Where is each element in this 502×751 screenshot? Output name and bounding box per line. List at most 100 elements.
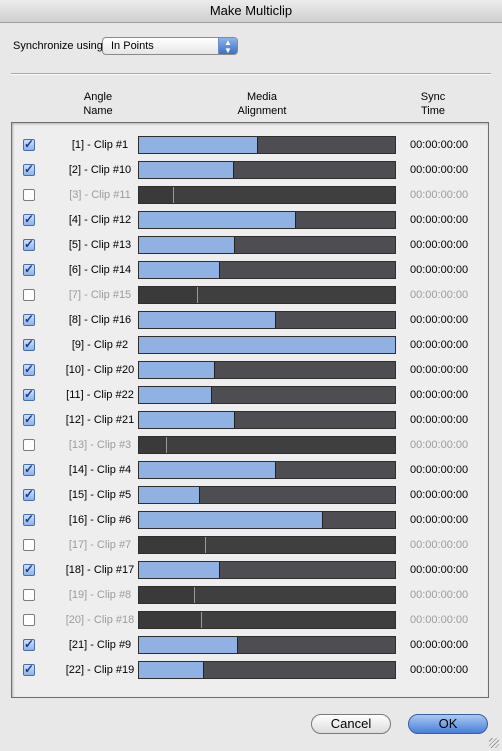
media-alignment-fill [139,637,238,653]
clip-checkbox[interactable]: ✓ [23,363,35,376]
clip-row[interactable]: [20] - Clip #18 00:00:00:00 [12,608,488,633]
clip-row[interactable]: ✓ [21] - Clip #9 00:00:00:00 [12,633,488,658]
clip-row[interactable]: ✓ [2] - Clip #10 00:00:00:00 [12,158,488,183]
clip-checkbox[interactable] [23,539,35,551]
media-alignment-fill [139,462,276,478]
sync-time: 00:00:00:00 [410,539,469,551]
clip-checkbox[interactable] [23,614,35,626]
clip-name: [22] - Clip #19 [65,664,135,676]
clip-checkbox[interactable]: ✓ [23,337,35,351]
clip-row[interactable]: [13] - Clip #3 00:00:00:00 [12,433,488,458]
clip-row[interactable]: [3] - Clip #11 00:00:00:00 [12,183,488,208]
media-alignment-bar[interactable] [138,611,396,629]
media-alignment-bar[interactable] [138,186,396,204]
cancel-button[interactable]: Cancel [311,714,391,734]
synchronize-popup[interactable]: In Points ▲ ▼ [102,37,238,55]
checkmark-icon: ✓ [24,387,35,401]
clip-checkbox[interactable]: ✓ [23,238,35,251]
clip-checkbox[interactable] [23,289,35,301]
clip-checkbox[interactable]: ✓ [23,387,35,401]
media-alignment-bar[interactable] [138,261,396,279]
media-alignment-bar[interactable] [138,536,396,554]
media-alignment-bar[interactable] [138,411,396,429]
clip-checkbox[interactable]: ✓ [23,413,35,426]
clip-checkbox[interactable]: ✓ [23,213,35,226]
clip-row[interactable]: [17] - Clip #7 00:00:00:00 [12,533,488,558]
clip-row[interactable]: ✓ [1] - Clip #1 00:00:00:00 [12,133,488,158]
media-alignment-bar[interactable] [138,486,396,504]
media-alignment-bar[interactable] [138,461,396,479]
checkmark-icon: ✓ [24,562,35,576]
clip-checkbox[interactable]: ✓ [23,488,35,501]
media-alignment-fill [139,562,220,578]
clip-row[interactable]: ✓ [11] - Clip #22 00:00:00:00 [12,383,488,408]
clip-checkbox[interactable]: ✓ [23,663,35,676]
clip-row[interactable]: ✓ [9] - Clip #2 00:00:00:00 [12,333,488,358]
clip-checkbox[interactable]: ✓ [23,637,35,651]
media-alignment-bar[interactable] [138,436,396,454]
clip-checkbox[interactable]: ✓ [23,513,35,526]
clip-row[interactable]: [7] - Clip #15 00:00:00:00 [12,283,488,308]
media-alignment-fill [139,287,198,303]
clip-row[interactable]: ✓ [8] - Clip #16 00:00:00:00 [12,308,488,333]
clip-checkbox[interactable]: ✓ [23,313,35,326]
clip-name: [20] - Clip #18 [65,614,135,626]
clip-row[interactable]: ✓ [4] - Clip #12 00:00:00:00 [12,208,488,233]
clip-row[interactable]: ✓ [6] - Clip #14 00:00:00:00 [12,258,488,283]
clip-checkbox[interactable] [23,439,35,451]
media-alignment-bar[interactable] [138,636,396,654]
clip-checkbox[interactable]: ✓ [23,138,35,151]
column-header-media-alignment: Media Alignment [226,90,298,118]
media-alignment-bar[interactable] [138,336,396,354]
clip-row[interactable]: ✓ [12] - Clip #21 00:00:00:00 [12,408,488,433]
clip-row[interactable]: ✓ [16] - Clip #6 00:00:00:00 [12,508,488,533]
media-alignment-bar[interactable] [138,136,396,154]
sync-time: 00:00:00:00 [410,339,469,351]
sync-time: 00:00:00:00 [410,264,469,276]
media-alignment-bar[interactable] [138,211,396,229]
ok-button[interactable]: OK [408,714,488,734]
media-alignment-bar[interactable] [138,236,396,254]
clip-row[interactable]: ✓ [18] - Clip #17 00:00:00:00 [12,558,488,583]
sync-time: 00:00:00:00 [410,564,469,576]
media-alignment-bar[interactable] [138,511,396,529]
clip-name: [1] - Clip #1 [71,139,129,151]
clip-name: [14] - Clip #4 [68,464,132,476]
clip-row[interactable]: ✓ [15] - Clip #5 00:00:00:00 [12,483,488,508]
media-alignment-bar[interactable] [138,286,396,304]
checkmark-icon: ✓ [24,262,35,276]
media-alignment-bar[interactable] [138,586,396,604]
media-alignment-bar[interactable] [138,311,396,329]
clip-name: [7] - Clip #15 [68,289,132,301]
checkmark-icon: ✓ [24,337,35,351]
media-alignment-fill [139,162,234,178]
synchronize-value: In Points [111,40,154,52]
clip-row[interactable]: ✓ [10] - Clip #20 00:00:00:00 [12,358,488,383]
clip-row[interactable]: ✓ [5] - Clip #13 00:00:00:00 [12,233,488,258]
checkmark-icon: ✓ [24,637,35,651]
clip-checkbox[interactable]: ✓ [23,163,35,176]
clip-name: [3] - Clip #11 [69,189,131,201]
clip-list[interactable]: ✓ [1] - Clip #1 00:00:00:00 ✓ [2] - Clip #10… [11,122,489,698]
clip-checkbox[interactable] [23,589,35,601]
media-alignment-bar[interactable] [138,161,396,179]
media-alignment-fill [139,487,201,503]
media-alignment-bar[interactable] [138,361,396,379]
media-alignment-bar[interactable] [138,561,396,579]
clip-row[interactable]: ✓ [14] - Clip #4 00:00:00:00 [12,458,488,483]
clip-name: [2] - Clip #10 [68,164,132,176]
clip-row[interactable]: [19] - Clip #8 00:00:00:00 [12,583,488,608]
clip-name: [6] - Clip #14 [68,264,132,276]
clip-row[interactable]: ✓ [22] - Clip #19 00:00:00:00 [12,658,488,683]
sync-time: 00:00:00:00 [410,614,469,626]
media-alignment-bar[interactable] [138,386,396,404]
clip-checkbox[interactable] [23,189,35,201]
media-alignment-bar[interactable] [138,661,396,679]
column-header-alignment: Alignment [237,105,287,117]
clip-checkbox[interactable]: ✓ [23,262,35,276]
clip-checkbox[interactable]: ✓ [23,562,35,576]
clip-checkbox[interactable]: ✓ [23,463,35,476]
resize-grip-icon[interactable] [489,738,499,748]
media-alignment-fill [139,587,196,603]
media-alignment-fill [139,387,212,403]
